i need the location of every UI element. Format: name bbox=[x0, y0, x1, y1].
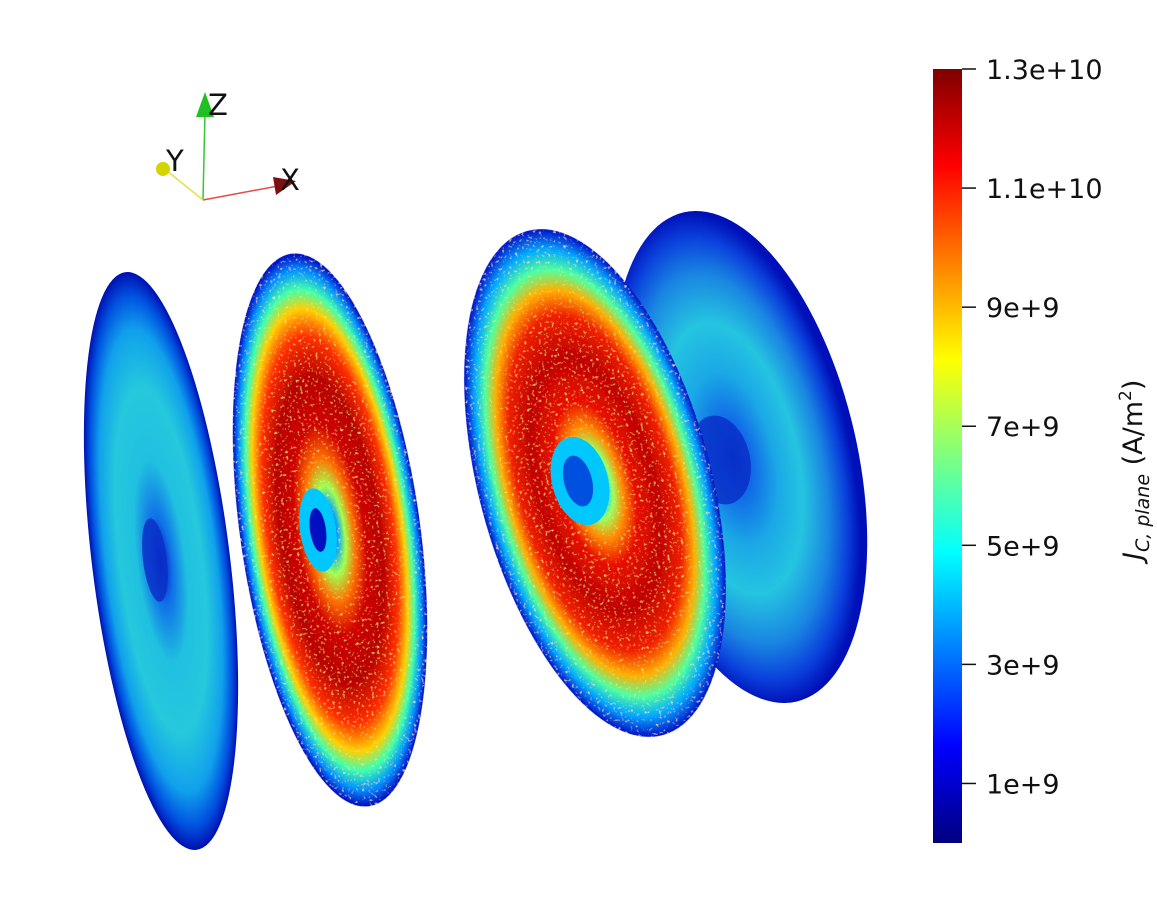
slice-1 bbox=[83, 272, 239, 850]
y-arrow-icon bbox=[156, 162, 170, 176]
colorbar-title: JC, plane (A/m2) bbox=[1116, 380, 1154, 565]
orientation-axes: Z X Y bbox=[156, 88, 300, 201]
y-axis-label: Y bbox=[165, 144, 184, 178]
x-arrow-icon bbox=[273, 177, 296, 195]
colorbar-tick-label: 5e+9 bbox=[986, 531, 1060, 562]
colorbar-tick-label: 3e+9 bbox=[986, 650, 1060, 681]
colorbar-tick-label: 7e+9 bbox=[986, 412, 1060, 443]
x-axis-label: X bbox=[280, 163, 300, 197]
x-axis-line bbox=[202, 185, 279, 201]
z-arrow-icon bbox=[196, 92, 214, 117]
colorbar-tick-label: 1.1e+10 bbox=[986, 174, 1103, 205]
colorbar-title-sub: C, plane bbox=[1132, 474, 1154, 552]
colorbar-title-main: J bbox=[1118, 552, 1149, 565]
z-axis-label: Z bbox=[208, 88, 228, 122]
colorbar-title-unit-close: ) bbox=[1118, 380, 1149, 391]
y-axis-line bbox=[165, 169, 204, 201]
colorbar-title-unit-sup: 2 bbox=[1116, 390, 1136, 401]
colorbar-gradient bbox=[933, 69, 962, 843]
colorbar-tick-label: 1e+9 bbox=[986, 769, 1060, 800]
colorbar: 1e+9 3e+9 5e+9 7e+9 9e+9 1.1e+10 1.3e+10 JC, p… bbox=[933, 55, 1154, 843]
colorbar-title-unit: (A/m bbox=[1118, 401, 1149, 474]
z-axis-line bbox=[202, 111, 206, 201]
colorbar-tick-label: 9e+9 bbox=[986, 293, 1060, 324]
colorbar-tick-label: 1.3e+10 bbox=[986, 55, 1103, 86]
slice-2 bbox=[232, 253, 428, 807]
slice-3 bbox=[464, 229, 726, 737]
colorbar-ticks: 1e+9 3e+9 5e+9 7e+9 9e+9 1.1e+10 1.3e+10 bbox=[962, 55, 1103, 800]
